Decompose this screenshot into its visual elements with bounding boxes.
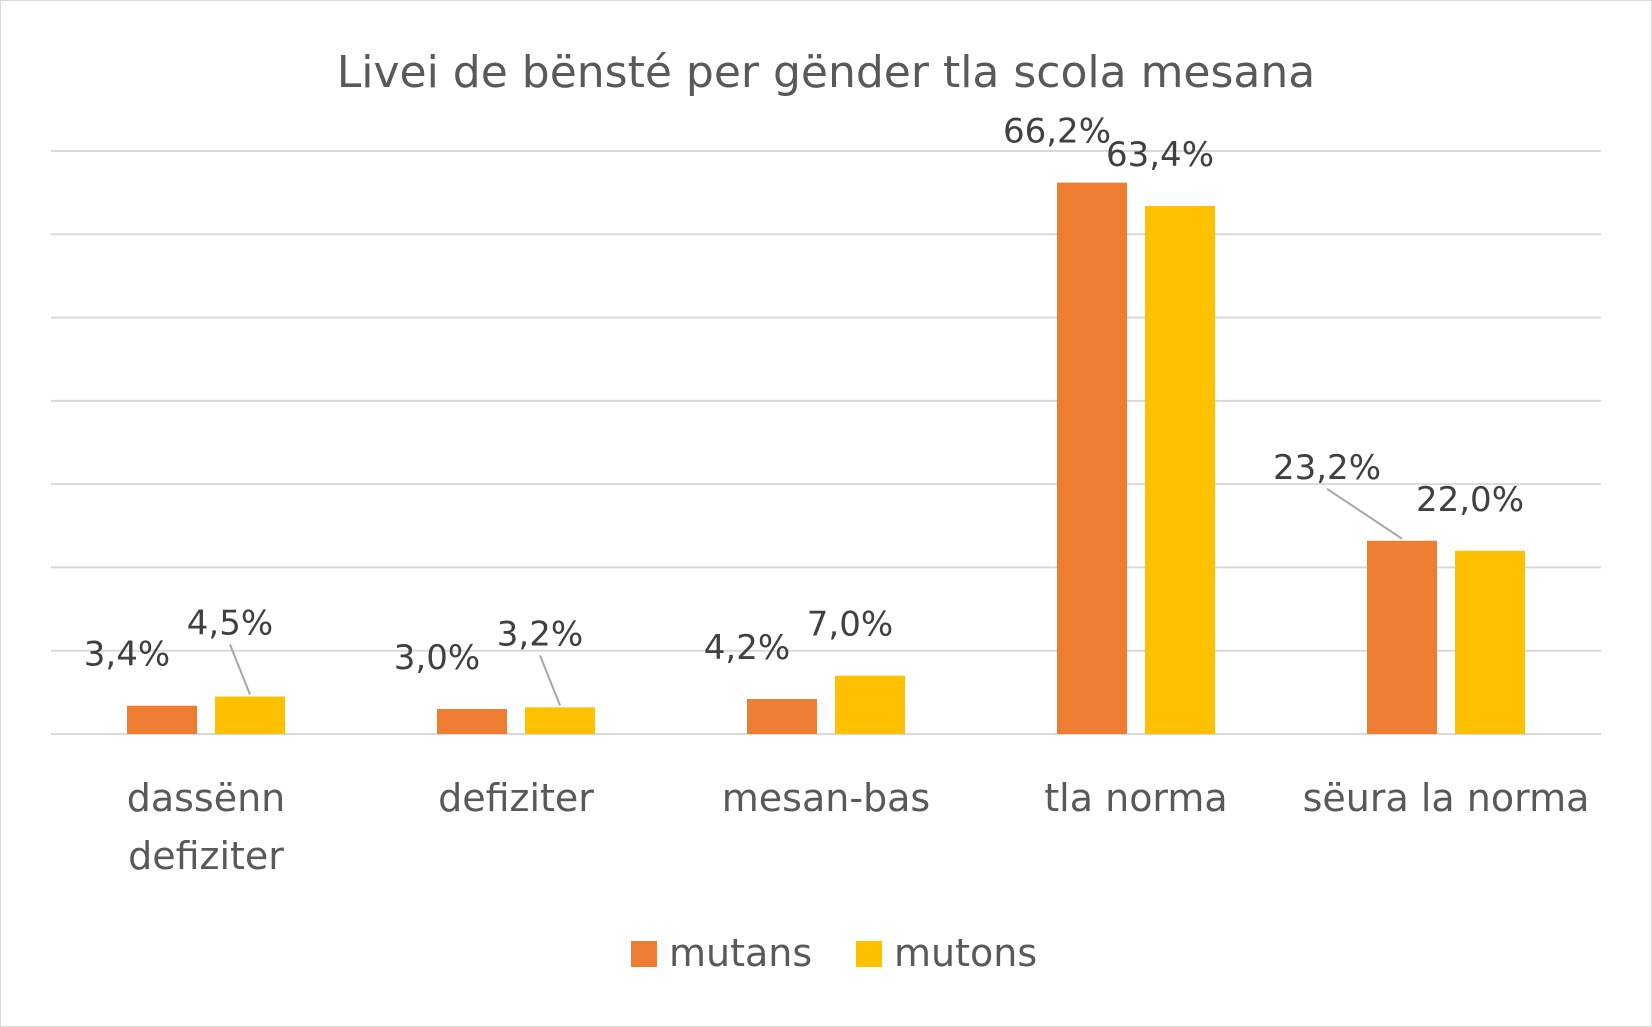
legend-label-mutons: mutons bbox=[894, 931, 1037, 975]
bar-mutons-2 bbox=[835, 675, 905, 734]
data-label-mutons-3: 63,4% bbox=[1106, 135, 1214, 175]
data-label-mutons-2: 7,0% bbox=[807, 605, 893, 645]
data-label-mutans-4: 23,2% bbox=[1273, 448, 1381, 488]
data-label-mutons-0: 4,5% bbox=[187, 604, 273, 644]
category-label: sëura la norma bbox=[1303, 776, 1590, 820]
legend-swatch-mutons bbox=[856, 941, 882, 967]
bar-mutans-2 bbox=[747, 699, 817, 734]
category-label: defiziter bbox=[438, 776, 594, 820]
data-label-mutans-1: 3,0% bbox=[394, 638, 480, 678]
legend-label-mutans: mutans bbox=[669, 931, 812, 975]
bar-mutans-4 bbox=[1367, 540, 1437, 734]
category-axis-labels: dassënn defiziter defiziter mesan-bas tla no… bbox=[127, 776, 1590, 878]
category-label: dassënn bbox=[127, 776, 286, 820]
bar-mutans-3 bbox=[1057, 182, 1127, 735]
bars bbox=[127, 182, 1525, 735]
category-label: defiziter bbox=[128, 834, 284, 878]
leader-line bbox=[229, 644, 251, 695]
bar-mutans-1 bbox=[437, 709, 507, 734]
bar-mutons-0 bbox=[215, 696, 285, 734]
chart-title: Livei de bënsté per gënder tla scola mes… bbox=[337, 47, 1316, 98]
legend: mutans mutons bbox=[631, 931, 1037, 975]
gridlines bbox=[51, 150, 1601, 735]
data-label-mutons-4: 22,0% bbox=[1416, 480, 1524, 520]
leader-lines bbox=[229, 487, 1403, 706]
data-label-mutans-2: 4,2% bbox=[704, 628, 790, 668]
leader-line bbox=[539, 654, 561, 706]
data-label-mutons-1: 3,2% bbox=[497, 614, 583, 654]
leader-line bbox=[1326, 487, 1403, 540]
data-label-mutans-0: 3,4% bbox=[84, 635, 170, 675]
data-labels: 3,4% 4,5% 3,0% 3,2% 4,2% 7,0% 66,2%63,4% 23,2% 2… bbox=[84, 112, 1524, 678]
category-label: mesan-bas bbox=[722, 776, 930, 820]
bar-mutons-4 bbox=[1455, 550, 1525, 734]
bar-mutons-1 bbox=[525, 707, 595, 734]
bar-mutons-3 bbox=[1145, 205, 1215, 734]
category-label: tla norma bbox=[1044, 776, 1227, 820]
bar-mutans-0 bbox=[127, 705, 197, 734]
legend-swatch-mutans bbox=[631, 941, 657, 967]
data-label-mutans-3: 66,2% bbox=[1003, 112, 1111, 152]
